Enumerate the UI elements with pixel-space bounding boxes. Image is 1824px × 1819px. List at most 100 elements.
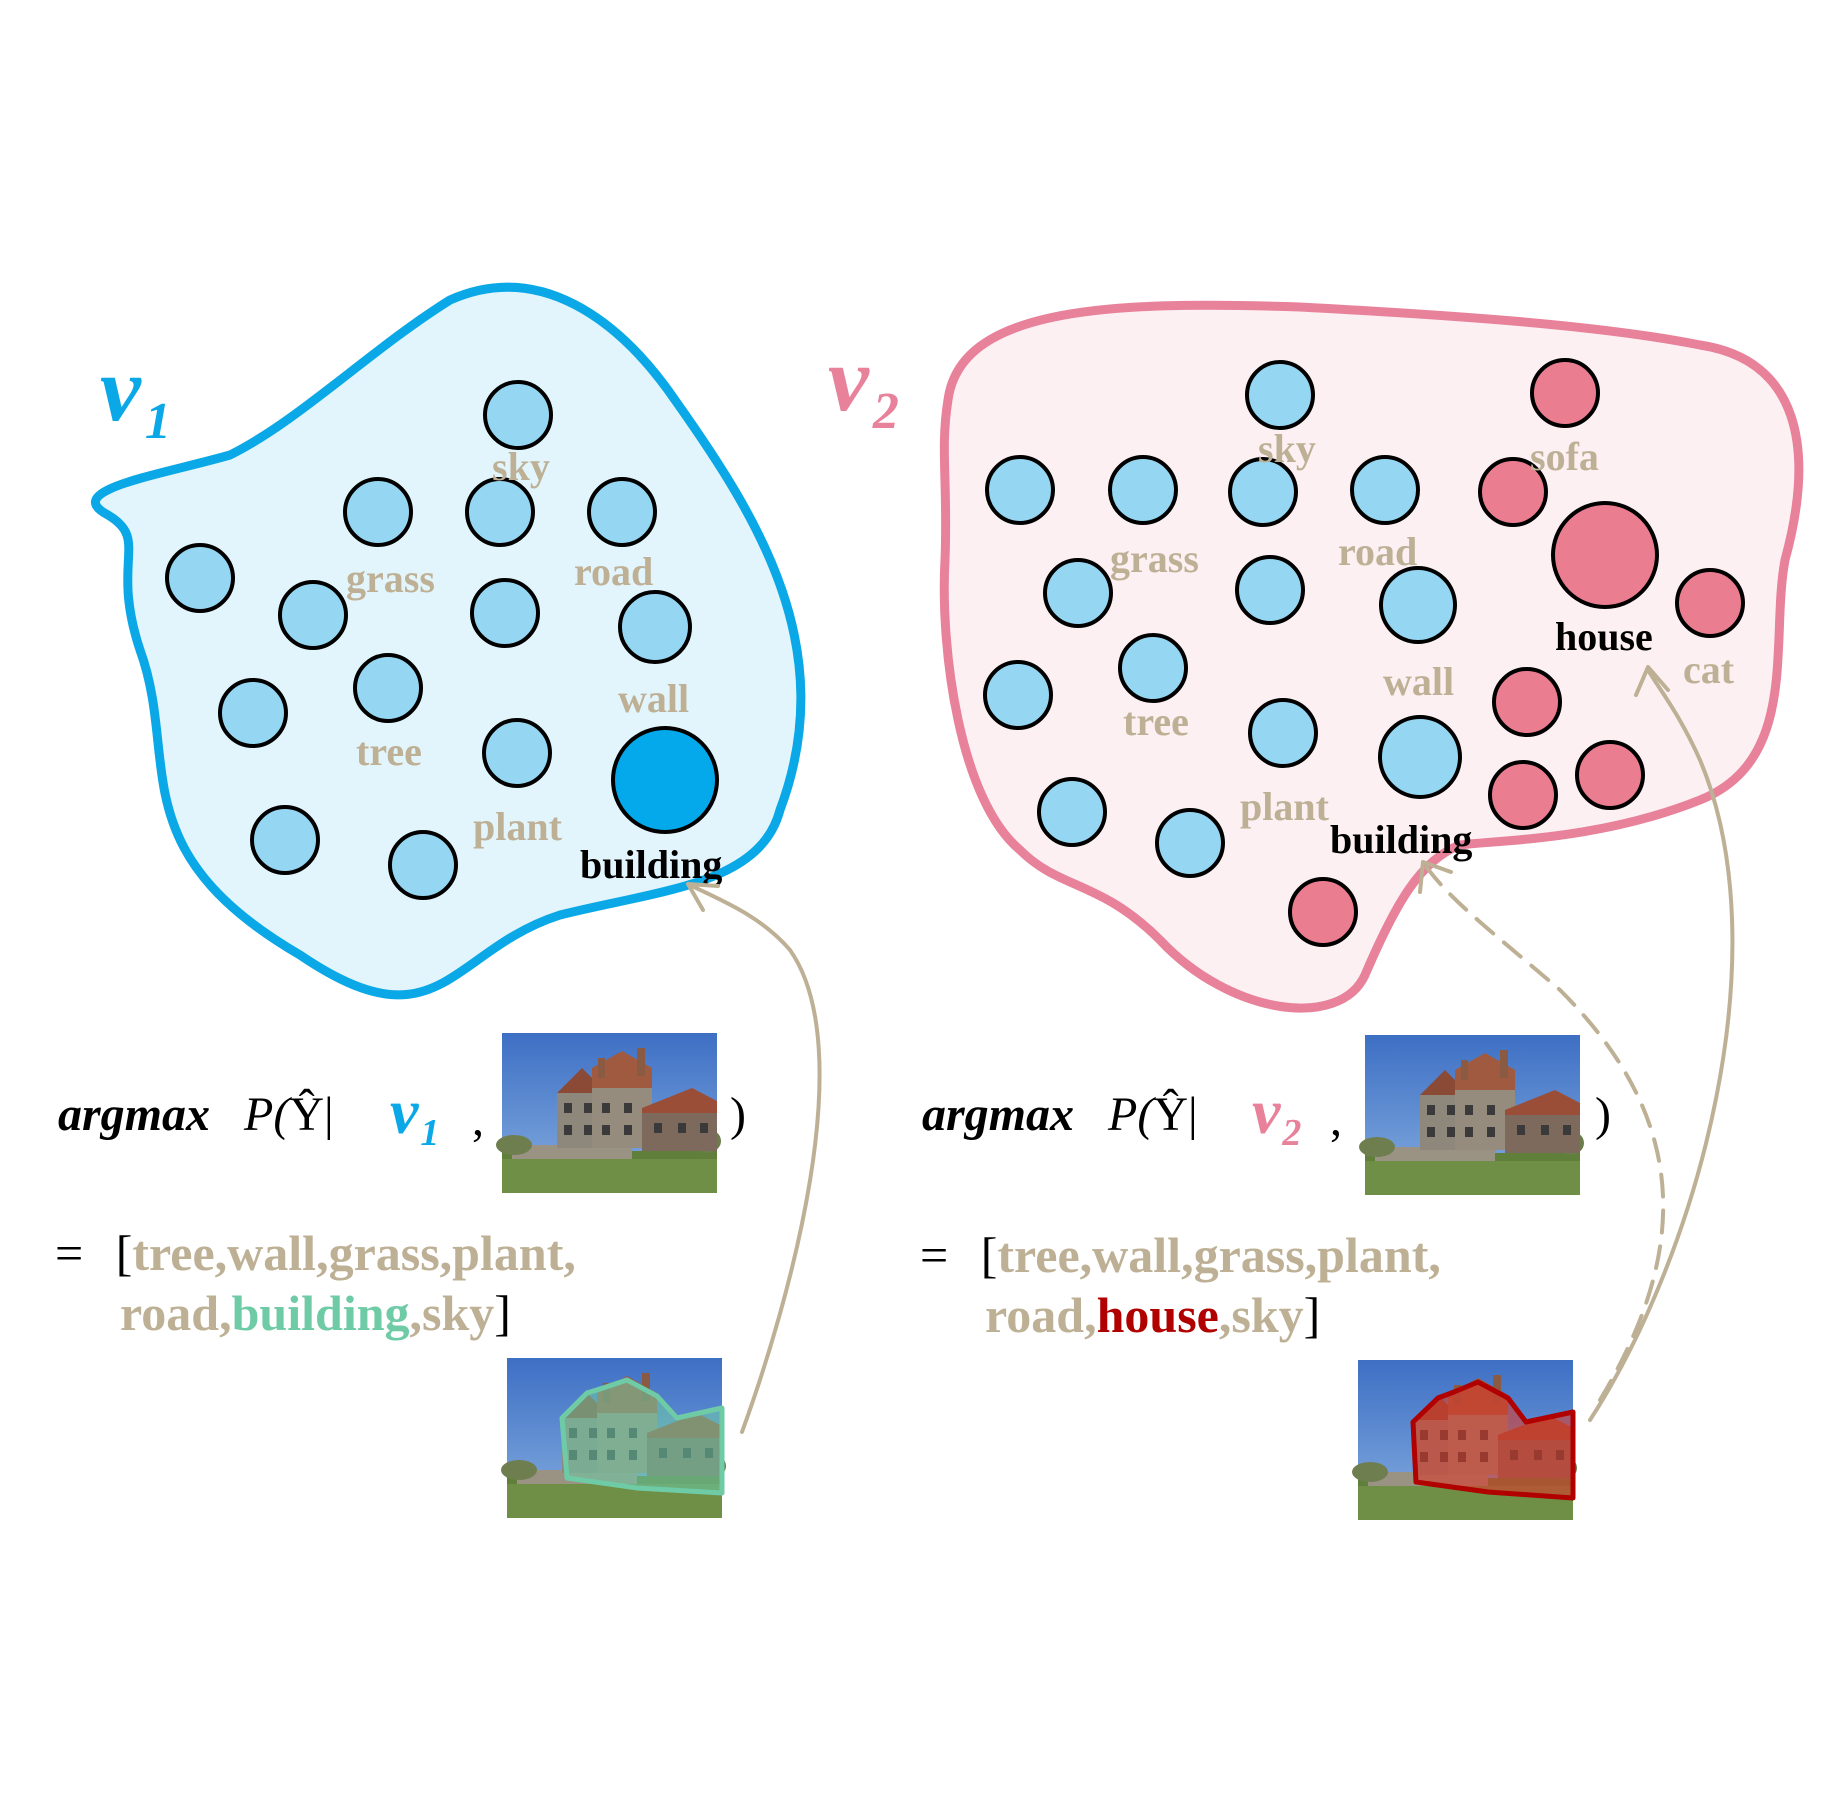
vocab2-label-sky: sky: [1258, 426, 1316, 471]
vocab1-node: [218, 678, 288, 748]
vocab1-node: [470, 578, 540, 648]
vocab2-node: [1155, 808, 1225, 878]
formula1-sub: 1: [420, 1112, 439, 1154]
formula1-equals: =: [55, 1225, 83, 1281]
vocab2-node: [1248, 698, 1318, 768]
formula2-sub: 2: [1281, 1112, 1301, 1154]
arrows: [686, 665, 1735, 1434]
vocab2-symbol: v: [828, 328, 870, 430]
arrow-right-building-dashed: [1423, 863, 1666, 1402]
formula2-output-image: [1352, 1360, 1577, 1520]
vocab1-node: [343, 477, 413, 547]
formula2-yhat: Ŷ: [1153, 1088, 1188, 1141]
vocab2-node: [1575, 740, 1645, 810]
formula2-comma: ,: [1330, 1093, 1342, 1146]
vocab2-subscript: 2: [872, 383, 899, 440]
formula1-close-paren: ): [730, 1088, 746, 1141]
vocab1-node: [587, 477, 657, 547]
formula1-bracket-close: ]: [494, 1285, 511, 1341]
vocab2-label-grass: grass: [1110, 536, 1199, 581]
vocab1-label-wall: wall: [618, 676, 689, 721]
house-mask-red: [1410, 1379, 1576, 1501]
vocab2-node: [1043, 558, 1113, 628]
vocab1-nodes: [165, 380, 719, 900]
vocab1-node: [250, 805, 320, 875]
arrowhead-left: [686, 882, 720, 912]
vocab2-node: [1478, 457, 1548, 527]
vocab2-node: [1108, 455, 1178, 525]
arrowhead-right-house: [1634, 665, 1670, 697]
vocab1-node: [165, 543, 235, 613]
formula2-bar: |: [1188, 1088, 1198, 1141]
formula1-highlight: building: [232, 1285, 410, 1341]
vocab1-label-plant: plant: [473, 804, 563, 849]
svg-text:= [tree,wall,grass,plant,: = [tree,wall,grass,plant,: [920, 1227, 1441, 1283]
vocab1-label-sky: sky: [492, 444, 550, 489]
formula1-bar: |: [324, 1088, 334, 1141]
vocab2-node: [1118, 633, 1188, 703]
vocab2-node: [1492, 667, 1562, 737]
vocab2-node: [983, 660, 1053, 730]
vocab1-node: [278, 580, 348, 650]
arrow-left-building: [688, 883, 822, 1434]
svg-text:road,house,sky]: road,house,sky]: [985, 1287, 1320, 1343]
formula1-line2-post: ,sky: [410, 1285, 495, 1341]
svg-text:argmax P(Ŷ|: argmax P(Ŷ|: [58, 1088, 334, 1141]
formula2-bracket-open: [: [981, 1227, 998, 1283]
formula2-argmax: argmax: [922, 1088, 1074, 1141]
vocab2-node: [1228, 457, 1298, 527]
formula1-line1: tree,wall,grass,plant,: [132, 1225, 575, 1281]
svg-text:v1: v1: [390, 1076, 439, 1154]
vocab1-label-tree: tree: [356, 729, 422, 774]
formula1-comma: ,: [472, 1093, 484, 1146]
vocab1-label-grass: grass: [346, 556, 435, 601]
vocab2-node: [1378, 715, 1462, 799]
vocab1-subscript: 1: [145, 393, 171, 450]
vocab2-label-wall: wall: [1383, 659, 1454, 704]
arrowhead-right-building: [1418, 860, 1453, 894]
building-mask-green: [559, 1377, 725, 1496]
vocab2-node: [1530, 358, 1600, 428]
vocab1-node: [618, 590, 692, 664]
vocab2-label-road: road: [1338, 529, 1417, 574]
formula2-line2-pre: road,: [985, 1287, 1097, 1343]
svg-text:= [tree,wall,grass,plant,: = [tree,wall,grass,plant,: [55, 1225, 576, 1281]
vocab2-node: [1037, 777, 1107, 847]
formula1-p: P(: [243, 1088, 292, 1141]
formula1-output-image: [501, 1358, 726, 1518]
formula1-argmax: argmax: [58, 1088, 210, 1141]
vocab2-nodes-blue: [983, 360, 1462, 878]
vocab2-node: [1350, 455, 1420, 525]
svg-text:road,building,sky]: road,building,sky]: [120, 1285, 511, 1341]
formula2-bracket-close: ]: [1304, 1287, 1321, 1343]
vocab1-node: [388, 830, 458, 900]
vocab2-label-tree: tree: [1123, 699, 1189, 744]
svg-text:argmax P(Ŷ|: argmax P(Ŷ|: [922, 1088, 1198, 1141]
formula2-v: v: [1252, 1076, 1281, 1147]
vocab2-node: [1379, 566, 1457, 644]
vocab2-boundary: [939, 300, 1804, 1013]
vocab1-building-node: [611, 726, 719, 834]
vocab2-label-sofa: sofa: [1530, 434, 1599, 479]
vocab2-node: [1675, 568, 1745, 638]
formula1-line2-pre: road,: [120, 1285, 232, 1341]
formula2-close-paren: ): [1595, 1088, 1611, 1141]
vocab2-label-plant: plant: [1240, 784, 1330, 829]
formula2-line1: tree,wall,grass,plant,: [997, 1227, 1440, 1283]
vocab2-node: [1245, 360, 1315, 430]
svg-text:v2: v2: [828, 328, 899, 440]
vocab1-node: [353, 653, 423, 723]
formula2-highlight: house: [1097, 1287, 1219, 1343]
vocab2-node: [1235, 555, 1305, 625]
formula2-p: P(: [1107, 1088, 1156, 1141]
formula2-input-image: [1359, 1035, 1584, 1195]
formula1-yhat: Ŷ: [289, 1088, 324, 1141]
vocab2-nodes-pink: [1288, 358, 1745, 947]
vocab2-label-house: house: [1555, 614, 1653, 659]
vocab2-node: [985, 455, 1055, 525]
formula2-equals: =: [920, 1227, 948, 1283]
vocab1-label-road: road: [574, 549, 653, 594]
formula1-input-image: [496, 1033, 721, 1193]
vocab1-label-building: building: [580, 842, 722, 887]
